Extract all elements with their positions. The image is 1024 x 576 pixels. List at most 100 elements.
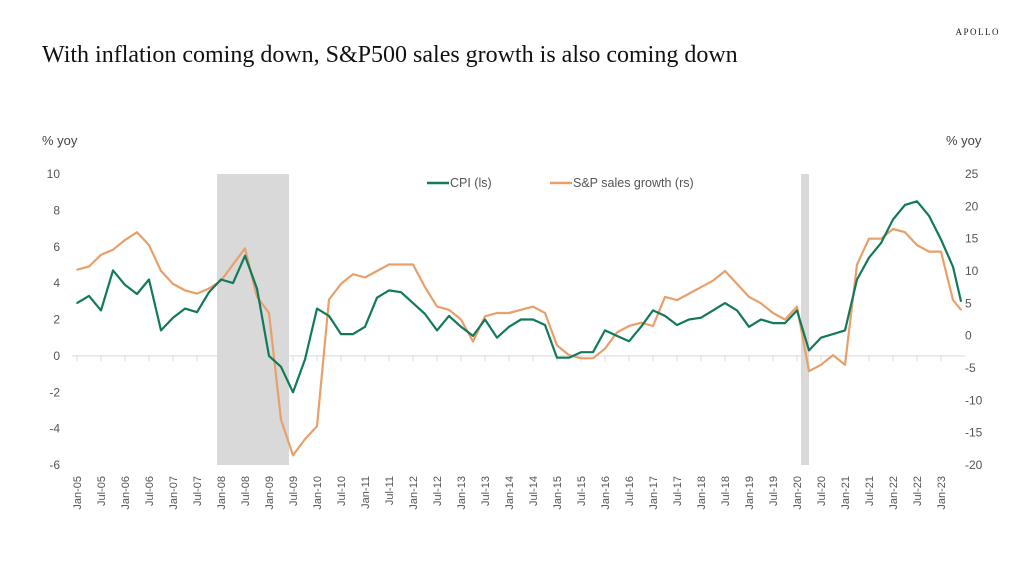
x-tick-label: Jul-05	[96, 476, 108, 506]
data-point-cpi	[808, 349, 810, 352]
data-point-sp-sales-growth	[400, 263, 402, 266]
data-point-cpi	[748, 325, 750, 328]
x-tick-label: Jan-13	[456, 476, 468, 510]
data-point-cpi	[448, 315, 450, 317]
data-point-sp-sales-growth	[196, 292, 198, 295]
x-tick-label: Jul-12	[432, 476, 444, 506]
chart-title: With inflation coming down, S&P500 sales…	[42, 42, 738, 68]
data-point-sp-sales-growth	[904, 231, 906, 233]
data-point-sp-sales-growth	[880, 237, 882, 240]
data-point-sp-sales-growth	[352, 273, 354, 276]
data-point-cpi	[676, 324, 678, 326]
left-y-tick-label: -4	[49, 422, 60, 436]
data-point-cpi	[280, 365, 282, 368]
data-point-sp-sales-growth	[736, 283, 738, 285]
data-point-cpi	[232, 282, 234, 284]
x-tick-label: Jan-14	[504, 476, 516, 510]
x-tick-label: Jan-18	[696, 476, 708, 510]
data-point-sp-sales-growth	[472, 340, 474, 343]
data-point-cpi	[364, 325, 366, 328]
data-point-sp-sales-growth	[124, 239, 126, 241]
left-y-tick-label: -2	[49, 385, 60, 399]
data-point-cpi	[640, 325, 642, 328]
data-point-cpi	[856, 278, 858, 281]
data-point-sp-sales-growth	[316, 425, 318, 428]
data-point-sp-sales-growth	[508, 312, 510, 314]
data-point-cpi	[76, 302, 78, 304]
series-line-sp-sales-growth	[76, 227, 962, 457]
left-y-tick-label: 4	[53, 276, 60, 290]
data-point-sp-sales-growth	[724, 270, 726, 272]
data-point-cpi	[424, 313, 426, 315]
x-tick-label: Jan-06	[120, 476, 132, 510]
data-point-sp-sales-growth	[960, 309, 962, 311]
data-point-sp-sales-growth	[688, 292, 690, 295]
data-point-cpi	[960, 300, 962, 303]
data-point-sp-sales-growth	[760, 302, 762, 305]
data-point-cpi	[472, 335, 474, 337]
data-point-cpi	[136, 293, 138, 295]
data-point-cpi	[316, 307, 318, 310]
data-point-sp-sales-growth	[784, 318, 786, 321]
data-point-sp-sales-growth	[532, 305, 534, 308]
data-point-sp-sales-growth	[604, 347, 606, 350]
x-tick-label: Jan-21	[840, 476, 852, 510]
data-point-cpi	[904, 204, 906, 206]
recession-shading-1	[801, 174, 809, 465]
data-point-cpi	[892, 218, 894, 221]
data-point-cpi	[928, 215, 930, 217]
data-point-cpi	[172, 316, 174, 319]
data-point-sp-sales-growth	[640, 321, 642, 324]
data-point-cpi	[760, 318, 762, 321]
data-point-cpi	[520, 318, 522, 321]
data-point-sp-sales-growth	[88, 265, 90, 268]
x-tick-label: Jul-08	[240, 476, 252, 506]
data-point-cpi	[532, 318, 534, 321]
data-point-cpi	[208, 291, 210, 294]
data-point-sp-sales-growth	[940, 250, 942, 253]
data-point-sp-sales-growth	[448, 309, 450, 311]
data-point-cpi	[844, 329, 846, 332]
left-y-tick-label: 10	[47, 167, 61, 181]
x-tick-label: Jul-17	[672, 476, 684, 506]
x-tick-label: Jan-15	[552, 476, 564, 510]
data-point-cpi	[868, 256, 870, 259]
data-point-sp-sales-growth	[460, 318, 462, 321]
data-point-cpi	[100, 309, 102, 312]
data-point-sp-sales-growth	[184, 289, 186, 292]
data-point-cpi	[820, 336, 822, 339]
data-point-cpi	[148, 278, 150, 281]
data-point-cpi	[724, 302, 726, 304]
data-point-cpi	[580, 351, 582, 354]
data-point-sp-sales-growth	[496, 312, 498, 314]
left-y-tick-label: -6	[49, 458, 60, 472]
data-point-sp-sales-growth	[520, 309, 522, 311]
data-point-cpi	[268, 355, 270, 357]
data-point-cpi	[400, 291, 402, 294]
data-point-sp-sales-growth	[484, 315, 486, 318]
data-point-sp-sales-growth	[820, 363, 822, 366]
data-point-sp-sales-growth	[160, 270, 162, 272]
right-y-tick-label: 20	[965, 199, 979, 213]
x-tick-label: Jul-14	[528, 476, 540, 506]
data-point-sp-sales-growth	[808, 370, 810, 373]
data-point-cpi	[196, 311, 198, 314]
data-point-sp-sales-growth	[340, 283, 342, 285]
x-tick-label: Jul-07	[192, 476, 204, 506]
recession-shading-0	[217, 174, 289, 465]
data-point-cpi	[784, 322, 786, 324]
right-y-tick-label: -5	[965, 361, 976, 375]
data-point-sp-sales-growth	[592, 357, 594, 360]
data-point-sp-sales-growth	[424, 286, 426, 288]
data-point-cpi	[160, 329, 162, 332]
x-tick-label: Jul-13	[480, 476, 492, 506]
data-point-cpi	[484, 318, 486, 321]
x-tick-label: Jan-07	[168, 476, 180, 510]
data-point-sp-sales-growth	[676, 299, 678, 301]
data-point-cpi	[556, 356, 558, 359]
data-point-cpi	[736, 309, 738, 312]
data-point-cpi	[700, 316, 702, 319]
data-point-sp-sales-growth	[796, 305, 798, 308]
data-point-sp-sales-growth	[952, 299, 954, 301]
